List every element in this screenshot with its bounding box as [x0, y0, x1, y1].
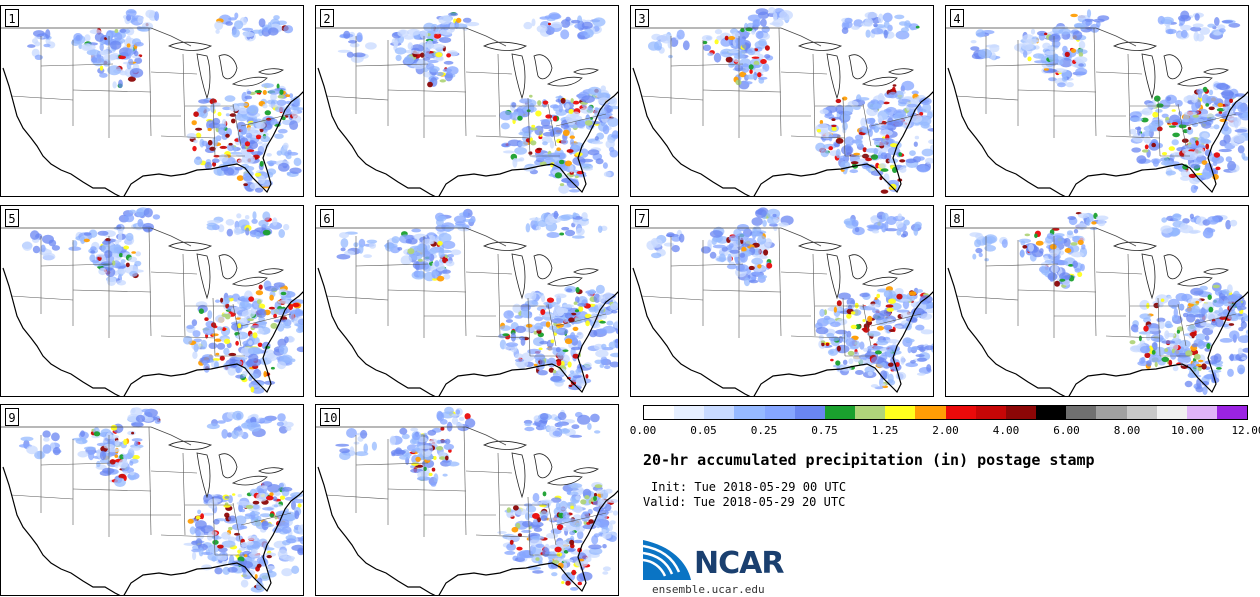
precipitation-field	[646, 207, 933, 390]
precipitation-map-panel: 1	[0, 5, 304, 197]
legend-tick-label: 8.00	[1113, 424, 1141, 437]
precipitation-map-panel: 4	[945, 5, 1249, 197]
map-canvas	[316, 12, 618, 196]
precipitation-map-panel: 9	[0, 404, 304, 596]
legend-tick-label: 0.00	[629, 424, 657, 437]
legend-swatch	[674, 406, 705, 419]
legend-swatch	[1066, 406, 1097, 419]
page-title: 20-hr accumulated precipitation (in) pos…	[643, 451, 1095, 469]
legend-swatch	[1126, 406, 1157, 419]
ensemble-member-label: 9	[5, 408, 19, 426]
legend-swatch	[1216, 406, 1248, 419]
map-canvas	[946, 212, 1248, 396]
precipitation-field	[969, 212, 1248, 395]
legend-tick-label: 10.00	[1170, 424, 1205, 437]
precipitation-map-panel: 8	[945, 205, 1249, 397]
precipitation-field	[336, 208, 618, 391]
ensemble-member-label: 2	[320, 9, 334, 27]
legend-swatch	[1156, 406, 1187, 419]
valid-time: Valid: Tue 2018-05-29 20 UTC	[643, 495, 846, 509]
legend-tick-label: 0.05	[690, 424, 717, 437]
precipitation-field	[18, 407, 303, 593]
legend-swatch	[975, 406, 1006, 419]
legend-swatch	[704, 406, 735, 419]
map-canvas	[946, 9, 1248, 196]
map-canvas	[316, 208, 618, 396]
precipitation-field	[27, 9, 303, 193]
ensemble-member-label: 6	[320, 209, 334, 227]
precipitation-field	[337, 12, 618, 194]
legend-swatch	[855, 406, 886, 419]
legend-tick-label: 4.00	[992, 424, 1020, 437]
precipitation-field	[335, 406, 618, 591]
legend-tick-label: 2.00	[932, 424, 959, 437]
precipitation-field	[648, 7, 933, 194]
precipitation-map-panel: 10	[315, 404, 619, 596]
precipitation-map-panel: 5	[0, 205, 304, 397]
map-canvas	[316, 406, 618, 595]
precipitation-color-legend	[643, 405, 1248, 420]
site-url: ensemble.ucar.edu	[652, 583, 765, 596]
legend-tick-label: 0.25	[750, 424, 778, 437]
precipitation-field	[21, 207, 303, 394]
legend-swatch	[1005, 406, 1037, 419]
ensemble-member-label: 4	[950, 9, 964, 27]
legend-tick-label: 1.25	[871, 424, 899, 437]
legend-swatch	[1186, 406, 1217, 419]
ensemble-member-label: 5	[5, 209, 19, 227]
precipitation-map-panel: 6	[315, 205, 619, 397]
precipitation-map-panel: 2	[315, 5, 619, 197]
legend-swatch	[824, 406, 856, 419]
legend-tick-label: 0.75	[811, 424, 838, 437]
legend-swatch	[1096, 406, 1127, 419]
legend-tick-label: 12.00	[1231, 424, 1260, 437]
legend-swatch	[644, 406, 675, 419]
precipitation-map-panel: 7	[630, 205, 934, 397]
map-canvas	[631, 207, 933, 396]
legend-swatch	[885, 406, 916, 419]
legend-swatch	[764, 406, 795, 419]
ensemble-member-label: 7	[635, 209, 649, 227]
precipitation-map-panel: 3	[630, 5, 934, 197]
ensemble-member-label: 1	[5, 9, 19, 27]
precipitation-field	[970, 9, 1248, 194]
legend-swatch	[1036, 406, 1067, 419]
legend-swatch	[794, 406, 825, 419]
legend-swatch	[915, 406, 946, 419]
ensemble-member-label: 10	[320, 408, 341, 426]
ncar-logo-icon	[643, 540, 691, 580]
legend-swatch	[945, 406, 976, 419]
map-canvas	[631, 7, 933, 196]
init-time: Init: Tue 2018-05-29 00 UTC	[651, 480, 847, 494]
map-canvas	[1, 207, 303, 396]
map-canvas	[1, 407, 303, 595]
map-canvas	[1, 9, 303, 196]
legend-swatch	[734, 406, 765, 419]
ncar-logo-text: NCAR	[694, 546, 784, 581]
ensemble-member-label: 3	[635, 9, 649, 27]
legend-tick-label: 6.00	[1053, 424, 1080, 437]
ensemble-member-label: 8	[950, 209, 964, 227]
